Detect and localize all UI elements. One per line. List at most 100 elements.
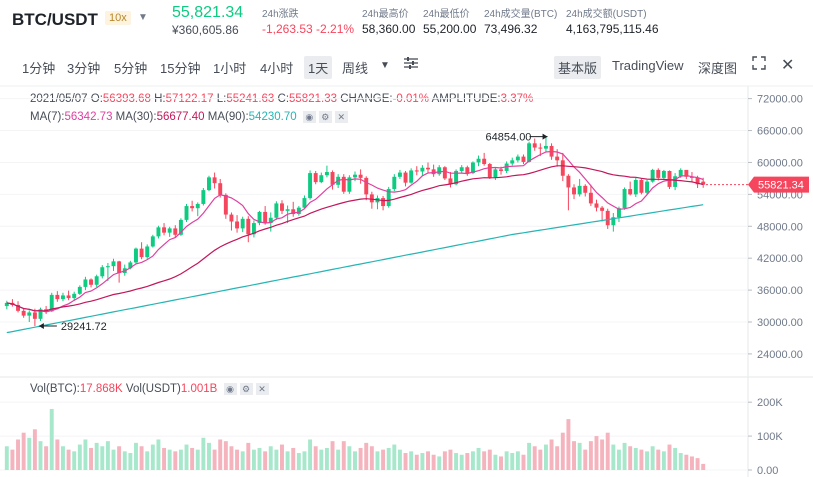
candle-body [487, 164, 492, 178]
pair-selector[interactable]: BTC/USDT [12, 10, 98, 29]
ma90-line [6, 204, 704, 334]
candle-body [72, 293, 77, 299]
candle-body [431, 169, 436, 175]
volume-bar [122, 451, 127, 470]
candle-body [628, 189, 633, 195]
fullscreen-icon[interactable] [752, 56, 766, 73]
volume-bar [482, 451, 487, 470]
volume-bar [341, 441, 346, 470]
candle-body [605, 210, 610, 226]
max-arrow-head [542, 133, 548, 140]
price-tick-label: 66000.00 [757, 126, 803, 138]
volume-bar [111, 449, 116, 470]
candle-body [392, 176, 397, 190]
volume-bar [532, 446, 537, 470]
volume-bar [10, 449, 15, 470]
price-tick-label: 72000.00 [757, 94, 803, 106]
volume-bar [280, 444, 284, 470]
volume-bar [223, 441, 228, 470]
eye-icon[interactable]: ◉ [223, 383, 237, 395]
close-icon[interactable]: ✕ [781, 57, 795, 74]
volume-bar [369, 446, 374, 470]
volume-bar [336, 449, 341, 470]
last-price: 55,821.34 [172, 4, 244, 21]
candle-body [61, 295, 65, 300]
volume-bar [673, 447, 678, 470]
chevron-down-icon[interactable]: ▼ [138, 12, 148, 23]
candle-body [667, 170, 672, 187]
close-icon[interactable]: ✕ [255, 383, 269, 395]
candles [4, 136, 706, 327]
volume-bar [667, 444, 672, 470]
candle-body [403, 172, 408, 183]
volume-bar [319, 449, 324, 470]
candle-body [650, 169, 655, 182]
chevron-down-icon[interactable]: ▼ [380, 60, 390, 71]
candle-body [162, 227, 167, 233]
volume-bar [38, 441, 43, 470]
interval-1h[interactable]: 1小时 [213, 61, 247, 76]
candle-body [549, 145, 554, 157]
stat-low-label: 24h最低价 [423, 9, 470, 20]
volume-bar [605, 432, 610, 470]
settings-sliders-icon[interactable] [404, 56, 418, 73]
stat-high-value: 58,360.00 [362, 22, 416, 36]
volume-bar [212, 449, 217, 470]
ma30-value: 56677.40 [156, 111, 205, 124]
stat-vol-usdt-label: 24h成交额(USDT) [566, 9, 647, 20]
volume-bar [560, 432, 565, 470]
candle-body [381, 198, 386, 207]
leverage-badge[interactable]: 10x [105, 11, 131, 25]
volume-bar [572, 441, 576, 470]
candle-body [201, 190, 206, 204]
interval-1w[interactable]: 周线 [342, 61, 369, 76]
view-basic[interactable]: 基本版 [554, 56, 602, 79]
candle-body [21, 310, 26, 316]
candle-body [695, 177, 700, 185]
candle-body [611, 217, 616, 226]
candle-body [673, 176, 678, 187]
interval-1d[interactable]: 1天 [304, 56, 333, 79]
interval-4h[interactable]: 4小时 [260, 61, 294, 76]
volume-bar [235, 449, 240, 470]
candle-body [10, 302, 15, 305]
view-tradingview[interactable]: TradingView [612, 58, 684, 73]
candle-body [268, 217, 273, 224]
volume-bar [695, 458, 700, 470]
eye-icon[interactable]: ◉ [302, 111, 316, 123]
volume-bar [499, 456, 503, 470]
ohlc-legend: 2021/05/07 O:56393.68 H:57122.17 L:55241… [30, 93, 533, 105]
stat-change-value: -1,263.53 -2.21% [262, 22, 355, 36]
candle-body [89, 279, 94, 285]
volume-bar [689, 456, 694, 470]
candle-body [100, 267, 105, 277]
volume-bar [521, 454, 526, 470]
candle-body [414, 170, 419, 172]
volume-bars [4, 408, 706, 470]
volume-bar [44, 446, 49, 470]
interval-15m[interactable]: 15分钟 [160, 61, 201, 76]
price-tick-label: 54000.00 [757, 189, 803, 201]
stat-vol-btc-value: 73,496.32 [484, 22, 538, 36]
interval-1m[interactable]: 1分钟 [22, 61, 56, 76]
candle-body [476, 158, 481, 163]
candle-body [184, 206, 189, 220]
volume-bar [229, 446, 234, 470]
volume-bar [504, 451, 509, 470]
candle-body [32, 312, 37, 319]
interval-5m[interactable]: 5分钟 [114, 61, 148, 76]
candle-body [94, 276, 99, 285]
price-axis: 72000.00 66000.00 60000.00 54000.00 48000.00… [748, 94, 803, 477]
gear-icon[interactable]: ⚙ [318, 111, 332, 123]
volume-bar [330, 441, 335, 470]
price-tick-label: 30000.00 [757, 317, 803, 329]
close-icon[interactable]: ✕ [334, 111, 348, 123]
candle-body [442, 167, 447, 179]
view-depth[interactable]: 深度图 [698, 61, 738, 76]
volume-bar [77, 444, 82, 470]
volume-bar [324, 447, 329, 470]
interval-3m[interactable]: 3分钟 [67, 61, 101, 76]
moving-averages [6, 150, 704, 334]
volume-bar [420, 453, 425, 470]
gear-icon[interactable]: ⚙ [239, 383, 253, 395]
